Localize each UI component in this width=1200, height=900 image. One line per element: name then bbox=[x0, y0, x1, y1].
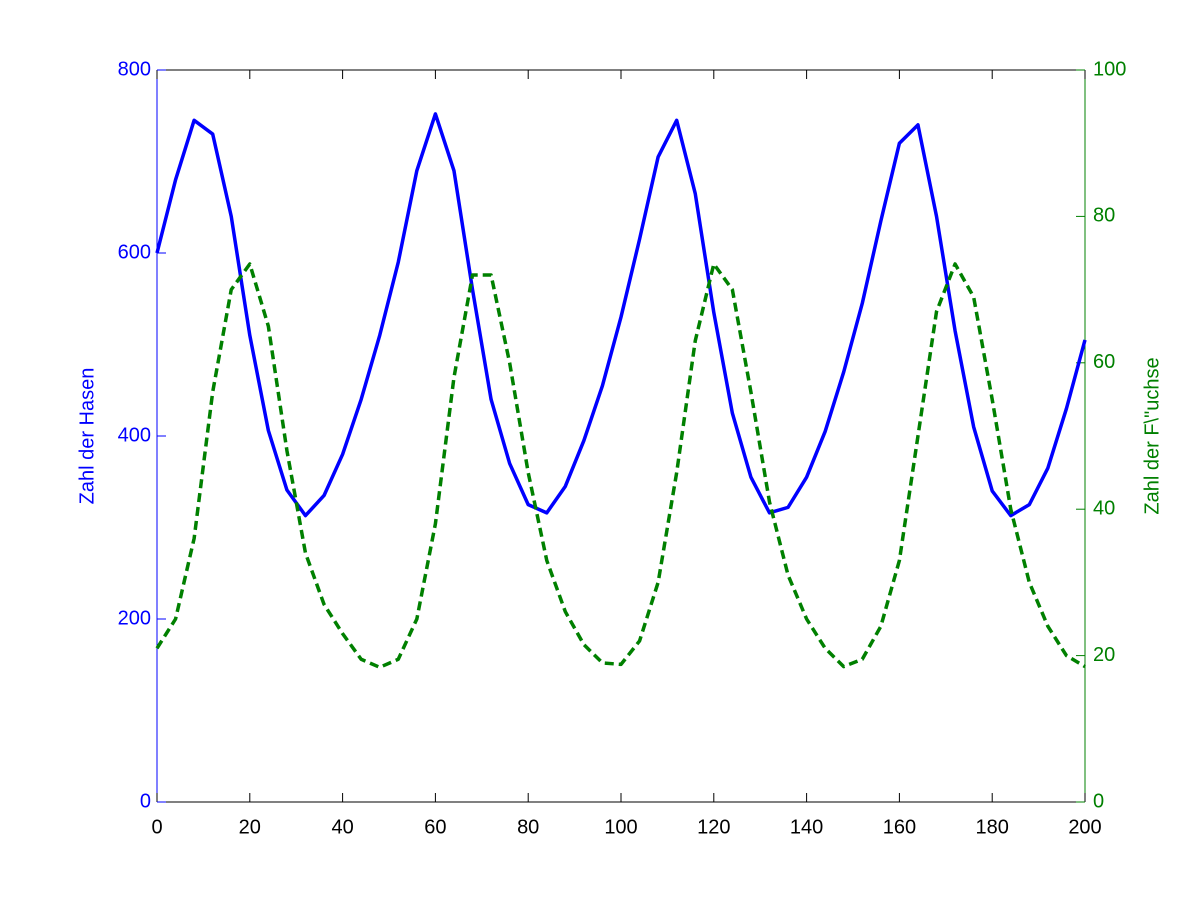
y-tick-label: 0 bbox=[140, 790, 151, 812]
y2-tick-label: 20 bbox=[1093, 644, 1115, 666]
y2-tick-label: 100 bbox=[1093, 58, 1126, 80]
x-tick-label: 160 bbox=[883, 816, 916, 838]
y-tick-label: 800 bbox=[118, 58, 151, 80]
y2-tick-label: 80 bbox=[1093, 205, 1115, 227]
x-tick-label: 40 bbox=[331, 816, 353, 838]
y2-axis-label: Zahl der F\"uchse bbox=[1141, 357, 1163, 514]
x-tick-label: 120 bbox=[697, 816, 730, 838]
x-tick-label: 60 bbox=[424, 816, 446, 838]
y2-tick-label: 0 bbox=[1093, 790, 1104, 812]
x-tick-label: 180 bbox=[976, 816, 1009, 838]
x-tick-label: 80 bbox=[517, 816, 539, 838]
y2-tick-label: 60 bbox=[1093, 351, 1115, 373]
x-tick-label: 100 bbox=[604, 816, 637, 838]
x-tick-label: 20 bbox=[239, 816, 261, 838]
y-tick-label: 400 bbox=[118, 424, 151, 446]
x-tick-label: 200 bbox=[1068, 816, 1101, 838]
y-axis-label: Zahl der Hasen bbox=[76, 368, 98, 505]
series-line bbox=[155, 112, 1087, 518]
x-tick-label: 0 bbox=[151, 816, 162, 838]
x-tick-label: 140 bbox=[790, 816, 823, 838]
y-tick-label: 200 bbox=[118, 607, 151, 629]
series-line bbox=[155, 262, 1086, 670]
y-tick-label: 600 bbox=[118, 241, 151, 263]
y2-tick-label: 40 bbox=[1093, 497, 1115, 519]
